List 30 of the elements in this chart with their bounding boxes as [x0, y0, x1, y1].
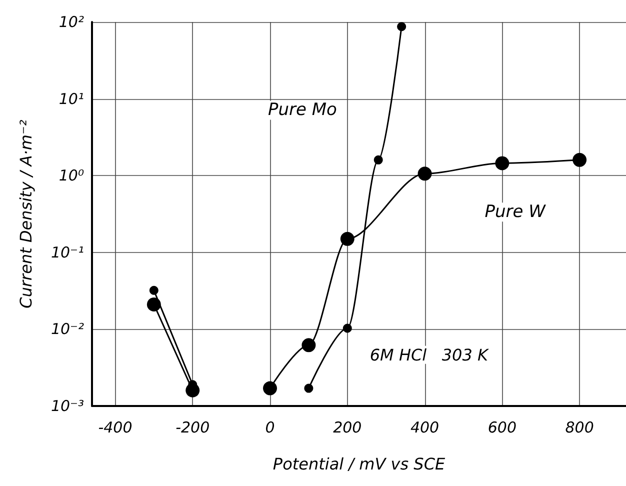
y-tick-label: 10⁰	[58, 166, 84, 185]
x-tick-label: 400	[410, 418, 440, 436]
y-axis-title: Current Density / A·m⁻²	[16, 119, 36, 308]
y-tick-label: 10⁻²	[50, 320, 84, 338]
y-tick-label: 10²	[58, 13, 84, 31]
point	[342, 324, 352, 333]
x-tick-label: -200	[176, 418, 210, 436]
point	[340, 232, 354, 246]
y-tick-label: 10⁻¹	[50, 243, 84, 262]
x-tick-label: -400	[98, 418, 132, 436]
point	[263, 381, 277, 396]
point	[397, 22, 406, 32]
annotation: 6M HCl 303 K	[370, 345, 490, 364]
y-tick-label: 10⁻³	[50, 397, 84, 415]
x-tick-label: 0	[265, 418, 275, 436]
text: Pure Mo	[268, 100, 337, 120]
x-tick-label: 200	[333, 418, 362, 436]
point	[495, 156, 510, 170]
point	[302, 338, 316, 352]
point	[418, 166, 432, 181]
point	[572, 152, 587, 167]
point	[304, 384, 314, 393]
x-axis-title: Potential / mV vs SCE	[272, 454, 446, 474]
text: Pure W	[484, 202, 547, 222]
point	[374, 155, 383, 164]
y-tick-label: 10¹	[58, 90, 84, 108]
x-tick-label: 600	[488, 418, 516, 436]
point	[149, 286, 158, 295]
x-tick-label: 800	[565, 418, 594, 436]
point	[146, 297, 161, 312]
